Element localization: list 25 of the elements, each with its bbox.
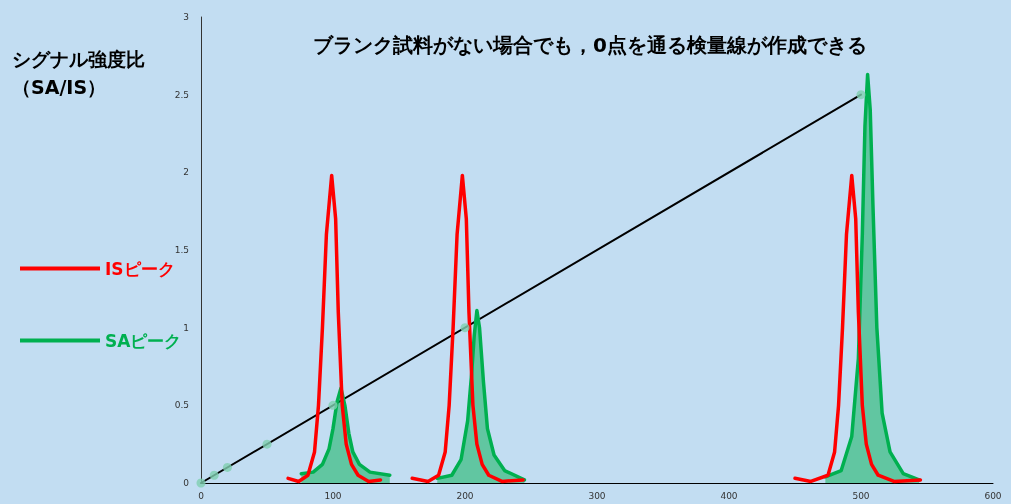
y-axis-title: シグナル強度比（SA/IS） <box>12 48 145 98</box>
x-tick-label: 400 <box>720 490 738 501</box>
y-tick-label: 0.5 <box>174 400 189 411</box>
y-tick-label: 0 <box>183 478 190 488</box>
y-tick-label: 3 <box>183 12 189 22</box>
x-tick-label: 200 <box>456 490 474 501</box>
point <box>196 478 206 488</box>
point <box>856 90 866 100</box>
point <box>209 470 219 480</box>
y-tick-label: 1.5 <box>174 245 189 255</box>
point <box>262 439 272 449</box>
point <box>222 462 232 472</box>
point <box>460 323 470 333</box>
x-tick-label: 0 <box>198 490 205 501</box>
legend-label: SAピーク <box>105 330 182 351</box>
x-tick-label: 300 <box>588 490 606 501</box>
point <box>328 400 338 410</box>
y-tick-label: 1 <box>183 322 189 333</box>
x-tick-label: 500 <box>852 490 870 501</box>
x-tick-label: 100 <box>324 490 342 501</box>
text: ブランク試料がない場合でも，0点を通る検量線が作成できる <box>313 33 867 57</box>
y-tick-label: 2.5 <box>174 89 189 100</box>
legend-label: ISピーク <box>105 258 175 279</box>
y-tick-label: 2 <box>183 167 189 178</box>
x-tick-label: 600 <box>984 490 1002 501</box>
